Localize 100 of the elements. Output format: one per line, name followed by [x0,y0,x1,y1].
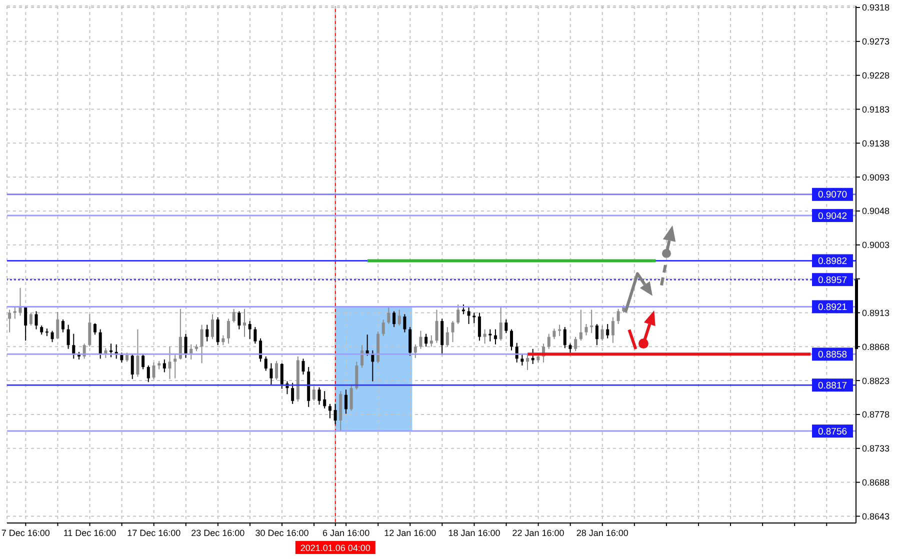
candlestick [334,403,337,425]
x-tick-label: 2021.01.06 04:00 [300,542,370,553]
candlestick [206,324,209,342]
candlestick [216,316,220,346]
candlestick [98,328,102,360]
x-tick-label: 17 Dec 16:00 [127,528,181,538]
candlestick [552,328,556,340]
candlestick [414,344,417,358]
candlestick [178,308,182,360]
candlestick [382,319,385,337]
candlestick [248,320,252,340]
candlestick [462,304,465,315]
candlestick [419,330,422,350]
candlestick [275,360,278,380]
x-tick-label: 22 Jan 16:00 [512,528,564,538]
y-tick-label: 0.9048 [862,206,890,216]
candlestick [430,334,433,348]
candlestick [110,343,113,358]
candlestick [360,344,364,368]
candlestick [302,358,305,376]
candlestick [254,326,257,344]
candlestick [451,320,454,343]
candlestick [232,308,236,324]
candlestick [222,334,225,346]
candlestick [483,328,486,344]
ref-line-label: 0.8957 [818,274,848,286]
candlestick [366,334,369,356]
candlestick [456,304,460,325]
candlestick [616,308,620,325]
ref-line-label: 0.8756 [818,426,848,438]
x-tick-label: 6 Jan 16:00 [322,528,370,538]
candlestick [88,314,92,348]
candlestick [355,361,358,390]
candlestick [24,305,28,342]
candlestick [467,305,470,325]
candlestick [488,328,492,342]
candlestick [547,333,550,350]
candlestick [408,326,412,356]
x-tick-label: 30 Dec 16:00 [255,528,309,538]
candlestick [270,362,273,386]
candlestick [478,312,481,342]
candlestick [184,333,188,358]
candlestick [323,390,326,409]
candlestick [563,326,566,349]
y-tick-label: 0.9138 [862,138,890,148]
candlestick [126,352,129,362]
candlestick [350,384,353,412]
candlestick [403,314,406,333]
candlestick [392,310,396,328]
candlestick [280,362,284,390]
y-tick-label: 0.9183 [862,104,890,114]
candlestick [61,319,64,333]
x-tick-label: 18 Jan 16:00 [448,528,500,538]
y-tick-label: 0.8868 [862,342,890,352]
y-tick-label: 0.8913 [862,308,890,318]
candlestick [174,354,177,379]
candlestick [568,343,572,354]
candlestick [424,333,428,348]
candlestick [435,309,438,344]
candlestick [130,354,134,380]
ref-line-label: 0.9042 [818,210,848,222]
y-tick-label: 0.9093 [862,172,890,182]
candlestick [29,312,32,326]
y-tick-label: 0.8778 [862,410,890,420]
x-tick-label: 28 Jan 16:00 [576,528,628,538]
candlestick [66,324,70,350]
candlestick [312,386,316,402]
candlestick [504,319,508,334]
candlestick [243,308,246,338]
candlestick [318,386,321,406]
ref-line-label: 0.9070 [818,190,848,201]
candlestick [200,324,204,364]
candlestick [238,310,241,330]
candlestick [526,354,530,371]
x-tick-label: 11 Dec 16:00 [63,528,116,538]
x-tick-label: 12 Jan 16:00 [384,528,436,538]
ref-line-label: 0.8817 [818,380,848,392]
candlestick [398,309,401,326]
candlestick [611,316,614,344]
candlestick [136,328,140,378]
candlestick [142,354,145,370]
candlestick [291,382,294,404]
y-tick-label: 0.9318 [862,2,890,13]
ref-line-label: 0.8921 [818,302,848,314]
candlestick [146,364,150,383]
y-tick-label: 0.9003 [862,240,890,250]
candlestick [94,322,96,336]
candlestick [590,309,594,334]
candlestick [606,324,610,339]
candlestick [446,326,449,348]
candlestick [558,324,562,337]
candlestick [344,389,348,414]
candlestick [40,325,44,336]
candlestick [584,324,588,336]
candlestick [579,309,582,342]
candlestick [574,336,578,352]
candlestick [510,328,513,351]
candlestick [499,306,502,342]
candlestick [595,324,598,346]
candlestick [226,318,230,344]
